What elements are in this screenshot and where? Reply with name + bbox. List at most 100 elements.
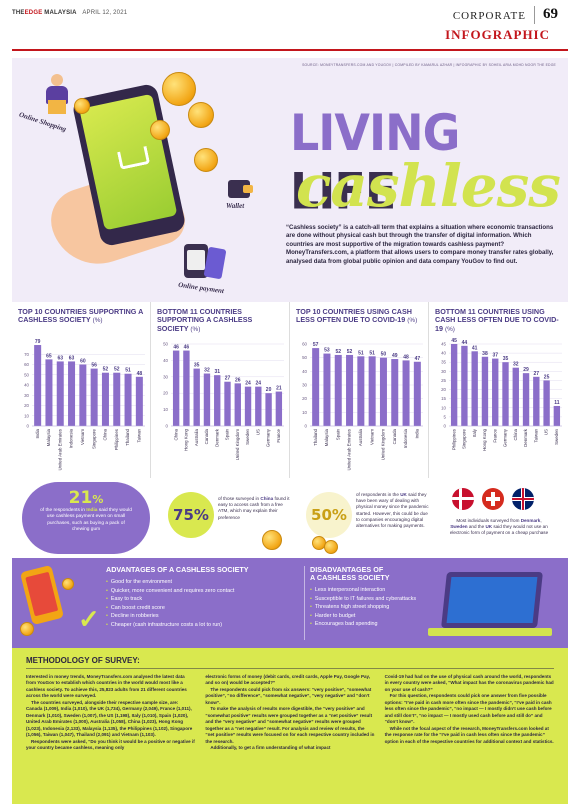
bar: [45, 359, 53, 426]
switzerland-flag-icon: [482, 488, 504, 510]
stat-uk-circle: 50%: [306, 492, 352, 538]
data-label: 79: [35, 339, 41, 345]
disadvantages-item: Less interpersonal interaction: [310, 586, 416, 595]
y-tick-label: 25: [441, 378, 446, 383]
x-tick-label: China: [513, 428, 518, 440]
bar: [113, 372, 121, 426]
data-label: 20: [266, 387, 272, 393]
data-label: 46: [173, 345, 179, 351]
disadvantages-item: Harder to budget: [310, 612, 416, 621]
bar: [391, 359, 399, 426]
methodology-column: electronic forms of money (debit cards, …: [205, 674, 374, 751]
coin-icon: [162, 72, 196, 106]
bar-chart: 0 10 20 30 40 50 60 70 79 India 65 Malaysia 63 United…: [24, 339, 145, 471]
bar: [553, 405, 561, 426]
checkmark-icon: ✓: [78, 604, 100, 634]
hero-section: SOURCE: MONEYTRANSFERS.COM AND YOUGOV | …: [12, 58, 568, 302]
x-tick-label: Philippines: [451, 428, 456, 450]
coin-icon: [20, 622, 34, 636]
brand-main: EDGE: [24, 10, 43, 16]
disadvantages-title: DISADVANTAGES OF A CASHLESS SOCIETY: [310, 565, 390, 583]
data-label: 60: [80, 359, 86, 365]
data-label: 38: [482, 351, 488, 357]
data-label: 35: [503, 356, 509, 362]
y-tick-label: 30: [302, 383, 307, 388]
x-tick-label: US: [255, 429, 260, 435]
methodology-paragraph: Additionally, to get a firm understandin…: [210, 744, 331, 750]
data-label: 32: [513, 362, 519, 368]
y-tick-label: 60: [24, 362, 29, 367]
disadvantages-item: Threatens high street shopping: [310, 603, 416, 612]
y-tick-label: 40: [441, 351, 446, 356]
brand-suffix: MALAYSIA: [44, 10, 77, 16]
bar: [334, 354, 342, 426]
bar: [193, 368, 200, 426]
bar: [124, 373, 132, 426]
x-tick-label: Denmark: [214, 428, 219, 447]
x-tick-label: US: [544, 429, 549, 435]
x-tick-label: Germany: [503, 428, 508, 447]
bar: [402, 360, 410, 426]
chart-card: BOTTOM 11 COUNTRIES USING CASH LESS OFTE…: [429, 302, 568, 478]
advantages-list: Good for the environmentQuicker, more co…: [106, 578, 234, 629]
bar: [502, 362, 509, 426]
chart-title: BOTTOM 11 COUNTRIES SUPPORTING A CASHLES…: [157, 307, 253, 333]
denmark-flag-icon: [452, 488, 474, 510]
stat-flags-text: Most individuals surveyed from Denmark, …: [449, 518, 549, 536]
data-label: 32: [204, 368, 210, 374]
y-tick-label: 30: [24, 393, 29, 398]
x-tick-label: Hong Kong: [482, 428, 487, 451]
x-tick-label: Indonesia: [403, 428, 408, 448]
data-label: 41: [472, 345, 478, 351]
x-tick-label: Italy: [472, 428, 477, 437]
data-label: 52: [103, 367, 109, 373]
y-tick-label: 20: [441, 387, 446, 392]
y-tick-label: 35: [441, 360, 446, 365]
x-tick-label: Sweden: [554, 428, 559, 444]
x-tick-label: Canada: [204, 428, 209, 444]
data-label: 29: [523, 367, 529, 373]
stat-china-text: of those surveyed in China found it easy…: [218, 496, 290, 520]
advantages-title: ADVANTAGES OF A CASHLESS SOCIETY: [106, 565, 249, 574]
online-shopping-label: Online Shopping: [17, 110, 68, 134]
bar: [255, 386, 262, 426]
y-tick-label: 20: [24, 403, 29, 408]
x-tick-label: Malaysia: [46, 428, 51, 446]
y-tick-label: 0: [444, 424, 447, 429]
y-tick-label: 10: [163, 407, 168, 412]
methodology-paragraph: Respondents were asked, “Do you think it…: [26, 738, 195, 750]
masthead-right: CORPORATE 69: [453, 6, 558, 24]
bar: [234, 383, 241, 426]
bar: [101, 372, 109, 426]
y-tick-label: 50: [302, 355, 307, 360]
data-label: 51: [125, 368, 131, 374]
methodology-columns: Interested in money trends, MoneyTransfe…: [26, 674, 554, 751]
headline-word-life: LIFE: [290, 162, 396, 221]
data-label: 11: [554, 400, 560, 406]
y-tick-label: 60: [302, 342, 307, 347]
stats-row: 21% of the respondents in India said the…: [12, 478, 568, 558]
x-tick-label: Vietnam: [369, 429, 374, 445]
y-tick-label: 10: [24, 413, 29, 418]
y-tick-label: 10: [441, 405, 446, 410]
data-label: 63: [57, 355, 63, 361]
masthead: THEEDGE MALAYSIA APRIL 12, 2021 CORPORAT…: [0, 0, 580, 58]
online-payment-label: Online payment: [177, 280, 225, 296]
y-tick-label: 70: [24, 352, 29, 357]
stat-india-text: of the respondents in India said they wo…: [40, 508, 132, 533]
data-label: 63: [69, 355, 75, 361]
coin-icon: [74, 98, 90, 114]
bar: [183, 350, 190, 426]
bar: [522, 373, 530, 426]
data-label: 49: [392, 353, 398, 359]
publication-brand: THEEDGE MALAYSIA APRIL 12, 2021: [12, 10, 127, 16]
x-tick-label: France: [276, 428, 281, 442]
data-label: 31: [214, 369, 220, 375]
bar: [312, 348, 320, 426]
coin-icon: [262, 530, 282, 550]
bar: [346, 354, 354, 426]
bar: [214, 375, 221, 426]
bar: [275, 391, 283, 426]
y-tick-label: 40: [163, 358, 168, 363]
issue-date: APRIL 12, 2021: [82, 10, 128, 16]
